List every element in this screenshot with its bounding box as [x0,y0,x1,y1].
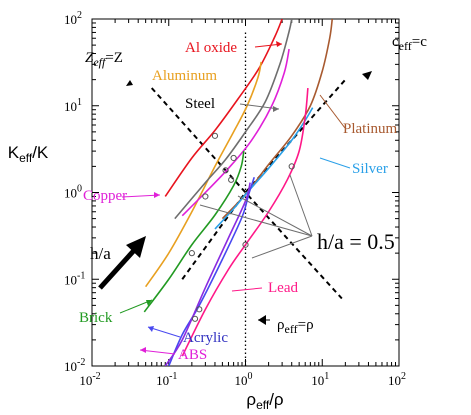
reference-lines [150,32,347,366]
x-tick-label: 10-2 [79,371,100,388]
y-axis-label: Keff/K [8,143,49,165]
h-over-a-marker [202,193,209,200]
series-line-brick [143,150,245,313]
x-tick-label: 101 [311,371,329,388]
series-line-acrylic [168,176,256,366]
h-over-a-markers [188,132,295,322]
series-line-lead [181,87,309,357]
arrowheads [140,41,282,353]
x-tick-label: 100 [235,371,253,388]
h-over-a-marker [222,167,229,174]
series-line-platinum [221,19,334,220]
label-lead: Lead [268,280,298,296]
h-over-a-marker [242,241,249,248]
z-line-arrowhead [126,80,133,86]
leader-arrows [119,43,351,355]
axis-ticks [91,19,399,367]
reference-line-z-eff-z [150,87,343,300]
h-over-a-arrow [98,236,146,290]
x-tick-label: 102 [388,371,406,388]
label-al-oxide: Al oxide [185,40,237,56]
label-acrylic: Acrylic [183,330,228,346]
y-tick-label: 102 [64,10,82,27]
label-h-over-a-value: h/a = 0.5 [317,229,395,254]
y-tick-label: 101 [64,97,82,114]
series-line-abs [164,182,251,366]
label-h-over-a: h/a [90,244,111,263]
h-over-a-marker [191,315,199,322]
label-aluminum: Aluminum [152,68,217,84]
label-rho-eq: ρeff=ρ [277,317,314,336]
x-axis-label: ρeff/ρ [246,390,283,412]
label-z-eq: Zeff=Z [85,50,123,69]
tick-labels: 10-2 10-1 100 101 102 10-2 10-1 100 101 102 [64,10,406,388]
label-platinum: Platinum [343,121,398,137]
series-lines [143,19,334,366]
h-over-a-marker [288,163,295,170]
label-abs: ABS [178,347,207,363]
h-over-a-marker [228,176,235,183]
series-line-steel [174,19,293,220]
label-brick: Brick [79,310,113,326]
h-over-a-marker [196,306,203,313]
reference-line-c-eff-c [181,78,347,280]
y-tick-label: 100 [64,184,82,201]
label-c-eq: ceff=c [392,34,427,53]
x-tick-label: 10-1 [156,371,177,388]
h-over-a-marker [188,250,195,257]
label-steel: Steel [185,96,215,112]
series-line-al-oxide [164,19,283,197]
series-line-copper [181,48,290,217]
label-copper: Copper [83,188,127,204]
y-tick-label: 10-1 [64,270,85,287]
y-tick-label: 10-2 [64,357,85,374]
series-line-aluminum [144,61,262,288]
h-over-a-marker [211,132,219,139]
h-over-a-marker [230,154,237,162]
label-silver: Silver [352,161,388,177]
c-line-arrowhead [362,71,372,80]
